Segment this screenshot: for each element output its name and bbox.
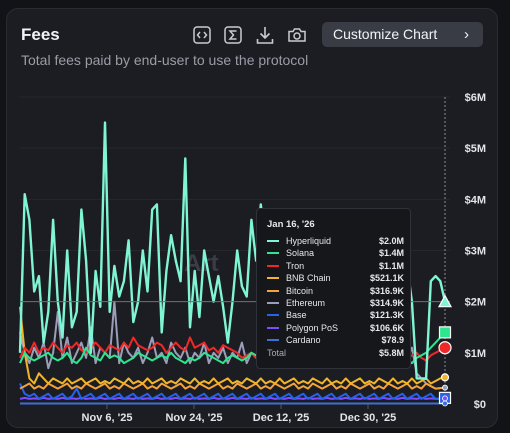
series-line-bnb-chain [19,306,446,385]
chevron-right-icon: › [464,26,469,43]
camera-icon[interactable] [287,25,307,45]
fees-chart-card: Fees Total fees paid by end-user to use … [6,8,498,428]
legend-swatch [267,314,279,317]
y-tick-label: $1M [465,348,486,360]
x-tick-label: Dec 30, '25 [340,412,396,424]
marker-ethereum [442,384,448,391]
tooltip-total-value: $5.8M [378,347,404,358]
tooltip-date: Jan 16, '26 [267,219,315,230]
marker-cardano [442,400,448,407]
tooltip-row: Bitcoin $316.9K [267,285,404,297]
marker-bnb-chain [440,373,450,382]
tooltip-series-value: $1.4M [378,248,404,259]
y-tick-label: $2M [465,297,486,309]
tooltip-series-name: Tron [286,260,305,271]
tooltip-series-name: Cardano [286,335,321,346]
marker-tron [438,341,452,355]
customize-chart-button[interactable]: Customize Chart › [322,22,483,47]
y-tick-label: $0 [474,399,486,411]
tooltip-series-value: $521.1K [369,273,404,284]
tooltip-row: Solana $1.4M [267,247,404,259]
legend-swatch [267,264,279,267]
series-line-polygon-pos [19,396,446,400]
marker-polygon-pos [442,395,448,402]
chart-subtitle: Total fees paid by end-user to use the p… [21,52,309,68]
y-tick-label: $4M [465,194,486,206]
tooltip-row: Ethereum $314.9K [267,297,404,309]
legend-swatch [267,289,279,292]
marker-hyperliquid [437,294,453,308]
tooltip-series-name: Bitcoin [286,285,314,296]
tooltip-series-name: Solana [286,248,315,259]
x-tick-label: Dec 12, '25 [253,412,309,424]
y-tick-label: $6M [465,92,486,104]
tooltip-series-value: $121.3K [369,310,404,321]
y-tick-label: $3M [465,246,486,258]
tooltip-total-label: Total [267,347,287,358]
legend-swatch [267,240,279,242]
embed-icon[interactable] [192,25,212,45]
hover-tooltip: Jan 16, '26 Hyperliquid $2.0M Solana $1.4M T… [256,208,411,369]
tooltip-series-name: Hyperliquid [286,236,332,246]
tooltip-series-name: Ethereum [286,298,326,308]
tooltip-series-value: $106.6K [369,322,404,333]
x-tick-label: Nov 24, '25 [165,412,222,424]
y-tick-label: $5M [465,143,486,155]
tooltip-row: Hyperliquid $2.0M [267,235,404,247]
download-icon[interactable] [255,25,275,45]
legend-swatch [267,252,279,255]
tooltip-series-value: $78.9 [381,335,404,346]
tooltip-row: BNB Chain $521.1K [267,272,404,284]
watermark: Art [184,250,219,277]
tooltip-series-value: $1.1M [378,260,404,271]
legend-swatch [267,339,279,342]
customize-chart-label: Customize Chart [333,26,438,42]
tooltip-series-name: Base [286,310,307,321]
tooltip-total-row: Total $5.8M [267,347,404,359]
series-line-base [19,383,446,400]
legend-swatch [267,302,279,304]
tooltip-series-name: BNB Chain [286,273,331,284]
tooltip-series-value: $2.0M [378,236,404,246]
tooltip-series-value: $316.9K [369,285,404,296]
legend-swatch [267,326,279,329]
tooltip-row: Polygon PoS $106.6K [267,322,404,334]
series-line-bitcoin [19,382,446,390]
x-tick-label: Nov 6, '25 [82,412,133,424]
tooltip-series-value: $314.9K [369,298,404,308]
chart-title: Fees [21,25,60,44]
tooltip-row: Cardano $78.9 [267,334,404,346]
sum-icon[interactable] [223,25,243,45]
legend-swatch [267,277,279,280]
tooltip-series-name: Polygon PoS [286,322,339,333]
marker-solana [438,326,452,339]
tooltip-row: Tron $1.1M [267,260,404,272]
tooltip-row: Base $121.3K [267,309,404,321]
